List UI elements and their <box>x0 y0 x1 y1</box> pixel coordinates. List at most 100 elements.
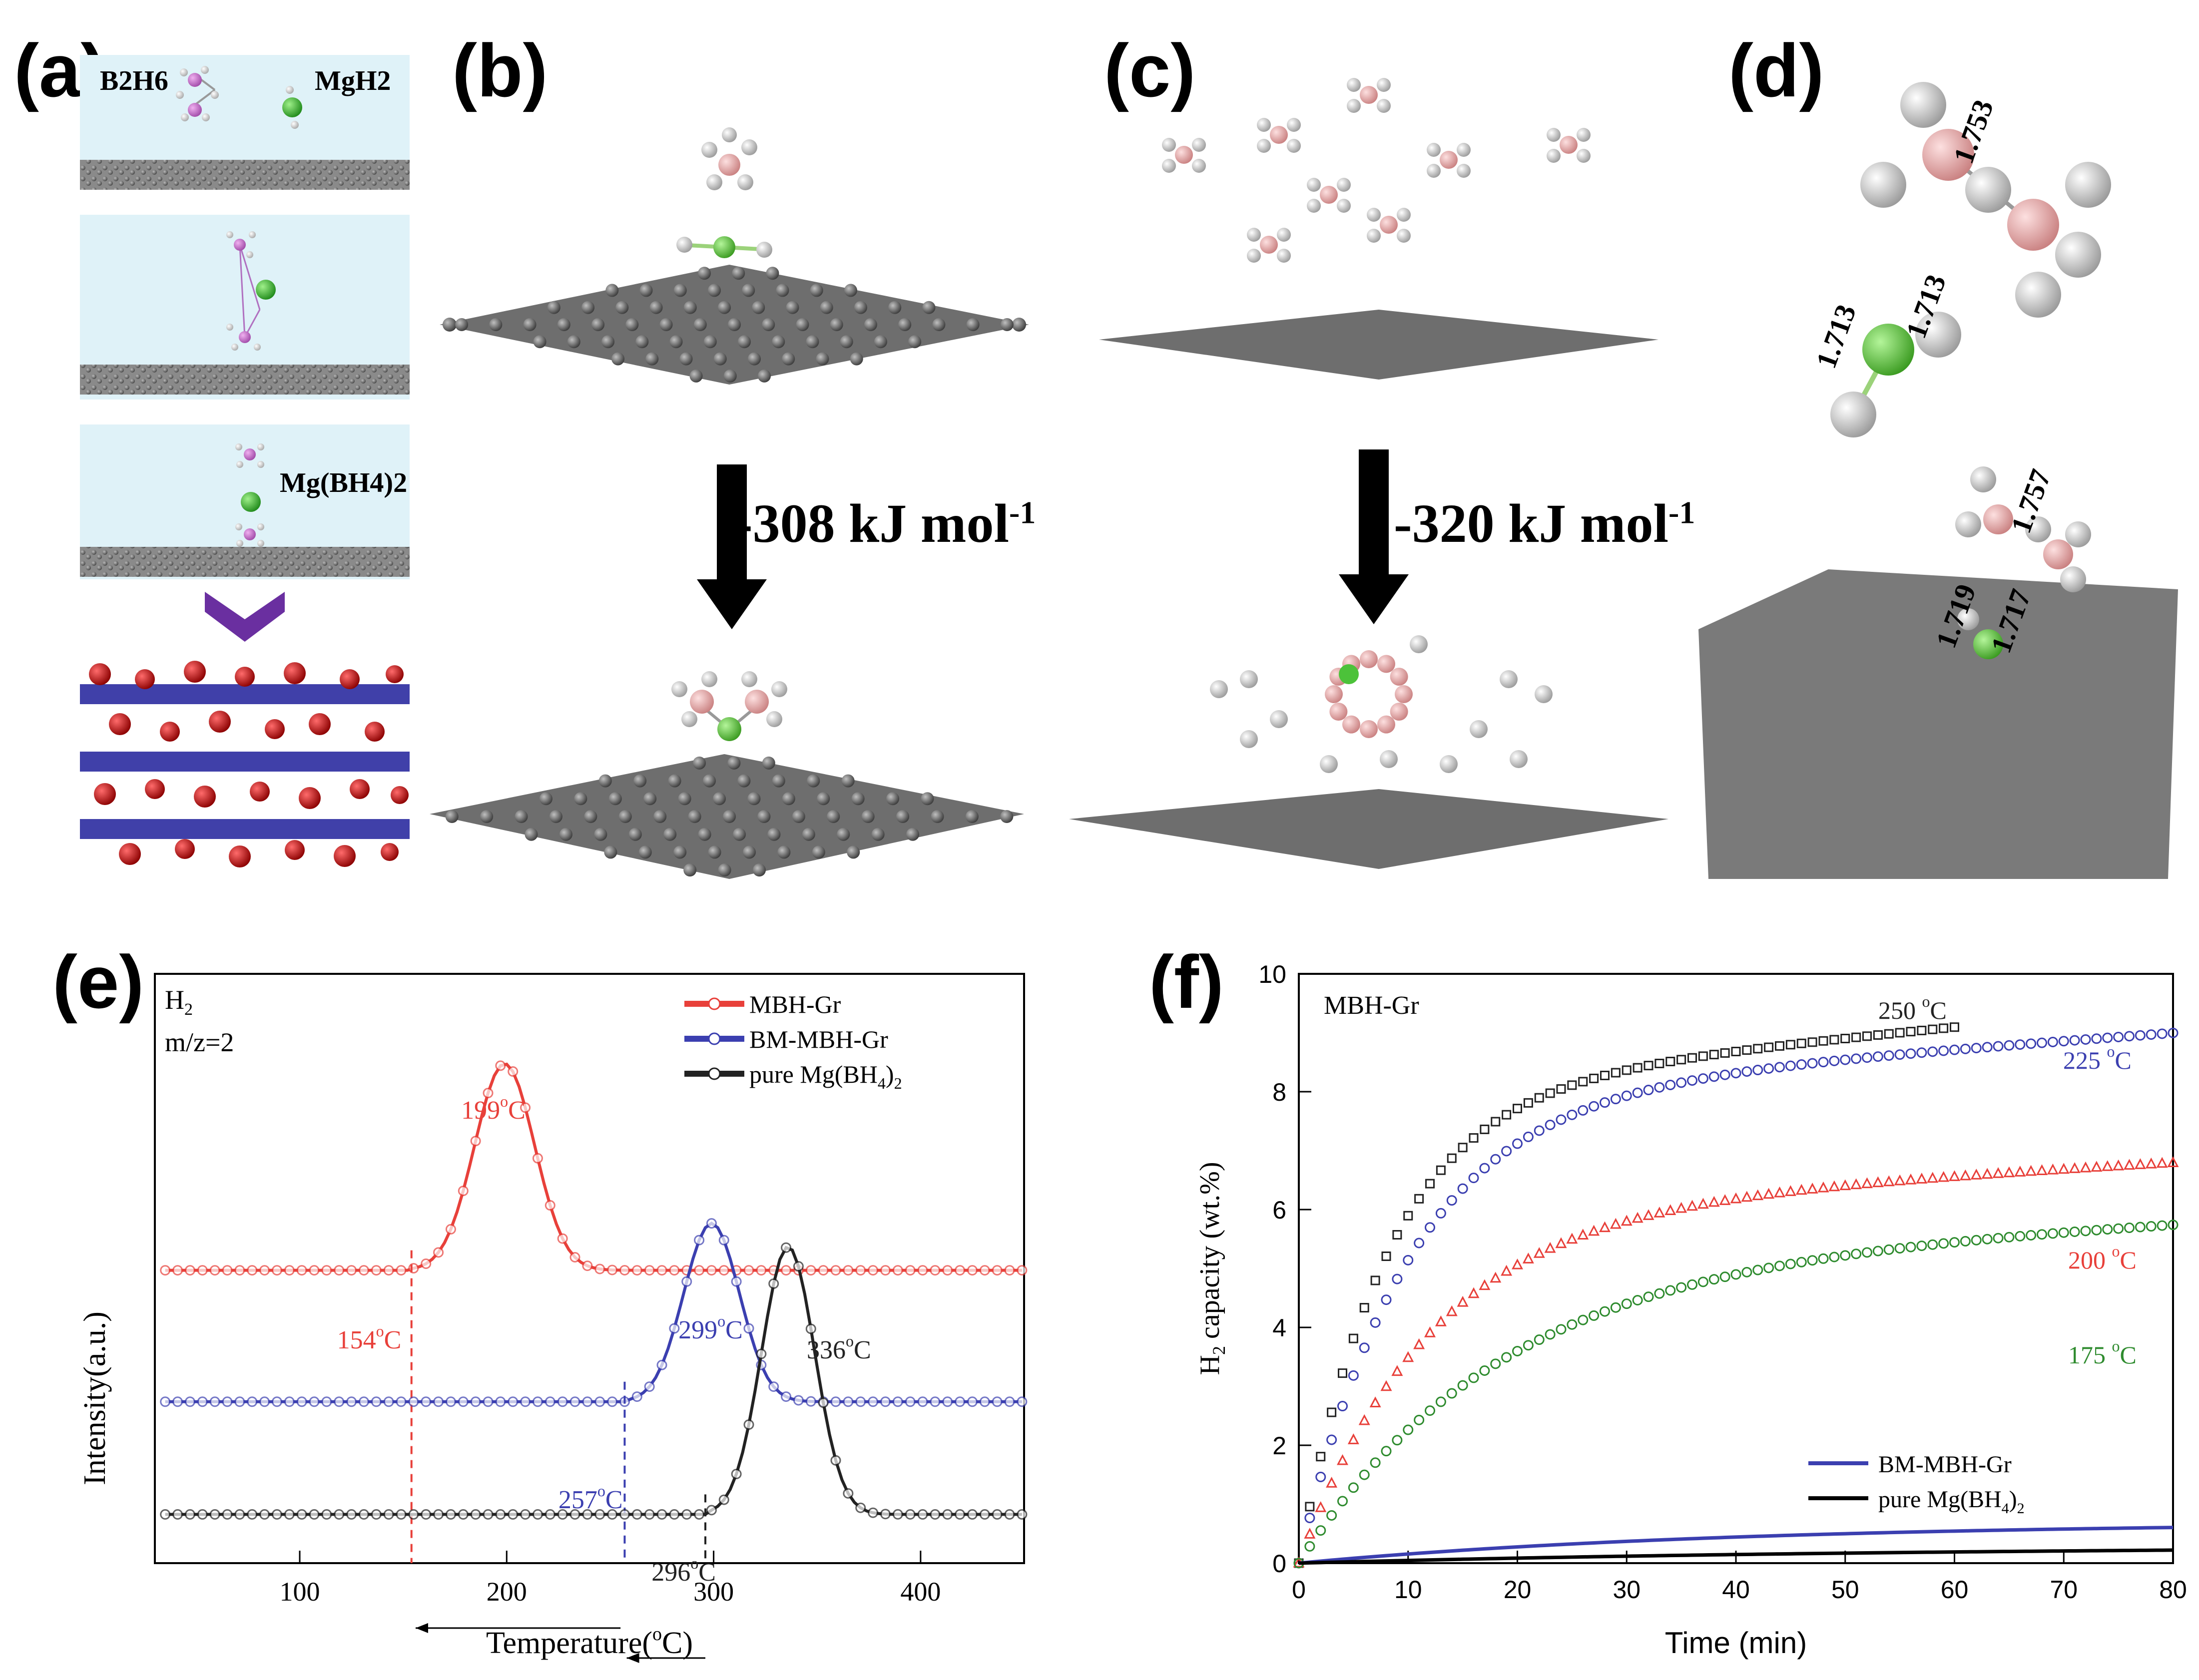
series-marker-e <box>197 1265 208 1276</box>
series-marker-e <box>247 1396 258 1407</box>
panel-label-f: (f) <box>1149 940 1224 1024</box>
series-marker-f <box>1490 1271 1502 1283</box>
series-marker-f <box>1927 1239 1938 1250</box>
series-marker-e <box>483 1088 494 1099</box>
carbon-atom <box>1000 318 1014 331</box>
series-marker-f <box>2069 1035 2080 1046</box>
series-marker-e <box>607 1264 618 1275</box>
series-marker-e <box>358 1396 369 1407</box>
series-marker-f <box>2146 1029 2157 1040</box>
series-marker-f <box>1534 1334 1545 1345</box>
series-marker-e <box>868 1396 879 1407</box>
hydrogen-atom <box>1397 208 1411 222</box>
series-marker-e <box>582 1396 593 1407</box>
hydrogen-atom <box>1287 139 1301 153</box>
series-marker-f <box>1774 1260 1785 1271</box>
hydrogen-atom <box>1320 755 1338 773</box>
hydrogen-atom <box>1510 750 1528 768</box>
hydrogen-atom <box>1577 128 1591 142</box>
series-marker-f <box>1347 1433 1359 1444</box>
series-marker-f <box>1381 1446 1392 1457</box>
series-marker-f <box>1643 1209 1654 1220</box>
carbon-atom <box>615 301 629 314</box>
series-marker-f <box>1840 1054 1851 1065</box>
series-marker-f <box>1873 1030 1883 1040</box>
series-marker-f <box>1578 1077 1588 1087</box>
boron-atom <box>1175 146 1193 164</box>
series-marker-f <box>1545 1329 1556 1340</box>
series-marker-f <box>1971 1235 1982 1246</box>
series-marker-e <box>433 1396 444 1407</box>
series-marker-f <box>1501 1146 1512 1157</box>
series-marker-f <box>1611 1068 1621 1078</box>
series-marker-f <box>1479 1365 1490 1376</box>
panel-b-structures <box>430 127 1029 879</box>
series-marker-f <box>1545 1119 1556 1130</box>
series-marker-f <box>1632 1295 1643 1306</box>
legend-label-e: MBH-Gr <box>749 990 841 1018</box>
carbon-atom <box>708 284 721 297</box>
series-marker-f <box>1894 1174 1906 1186</box>
series-marker-e <box>706 1265 717 1276</box>
hydrogen-atom <box>1410 635 1428 653</box>
series-marker-e <box>321 1509 332 1520</box>
series-marker-f <box>2069 1227 2080 1238</box>
series-marker-f <box>2135 1030 2146 1041</box>
series-marker-e <box>172 1509 183 1520</box>
series-marker-e <box>209 1509 220 1520</box>
y-tick-label-f: 6 <box>1272 1196 1286 1224</box>
series-marker-f <box>1337 1454 1348 1465</box>
series-marker-f <box>1315 1471 1326 1482</box>
mgh2-molecule <box>282 86 302 129</box>
gas-label-e: H2 <box>165 985 193 1019</box>
series-marker-e <box>458 1186 469 1197</box>
carbon-atom <box>753 863 766 877</box>
panel-c-structures <box>1069 78 1668 869</box>
series-marker-f <box>1403 1255 1414 1265</box>
series-marker-f <box>1512 1138 1523 1149</box>
series-marker-f <box>1556 1324 1567 1335</box>
panel-label-d: (d) <box>1728 28 1824 112</box>
series-marker-e <box>234 1509 245 1520</box>
series-marker-f <box>1381 1294 1392 1305</box>
series-marker-e <box>979 1396 990 1407</box>
series-marker-f <box>1916 1241 1927 1252</box>
carbon-atom <box>812 845 825 859</box>
series-marker-f <box>1828 1180 1840 1192</box>
boron-atom <box>1342 715 1360 734</box>
series-marker-e <box>396 1396 407 1407</box>
series-marker-f <box>1764 1042 1774 1052</box>
series-marker-f <box>1479 1279 1491 1290</box>
carbon-atom <box>489 318 503 331</box>
series-marker-f <box>1784 1185 1796 1196</box>
carbon-atom <box>718 301 731 314</box>
series-marker-f <box>1818 1253 1829 1264</box>
hydrogen-atom <box>1427 143 1441 157</box>
mgbh42-cluster-b <box>671 671 787 741</box>
carbon-atom <box>693 318 707 331</box>
series-marker-f <box>1785 1040 1795 1050</box>
series-marker-f <box>1512 1258 1523 1269</box>
x-axis-title-e: Temperature(oC) <box>486 1624 693 1660</box>
series-marker-f <box>1446 1388 1457 1399</box>
series-marker-f <box>1763 1063 1774 1074</box>
carbon-atom <box>758 369 771 383</box>
mgh2-label: MgH2 <box>315 65 391 96</box>
hydrogen-atom <box>1277 228 1291 242</box>
carbon-atom <box>455 318 469 331</box>
carbon-atom <box>732 267 745 280</box>
hydrogen-atom <box>1240 730 1258 748</box>
series-marker-f <box>1512 1345 1523 1356</box>
series-marker-e <box>495 1396 506 1407</box>
series-marker-e <box>669 1509 680 1520</box>
hydrogen-atom <box>1240 670 1258 688</box>
carbon-atom <box>643 792 657 806</box>
series-marker-f <box>1359 1469 1370 1480</box>
carbon-atom <box>782 352 795 366</box>
series-marker-e <box>569 1252 580 1263</box>
series-marker-e <box>793 1395 804 1406</box>
series-marker-f <box>1774 1062 1785 1073</box>
series-marker-f <box>1763 1188 1775 1199</box>
carbon-atom <box>816 352 829 366</box>
series-marker-e <box>209 1396 220 1407</box>
